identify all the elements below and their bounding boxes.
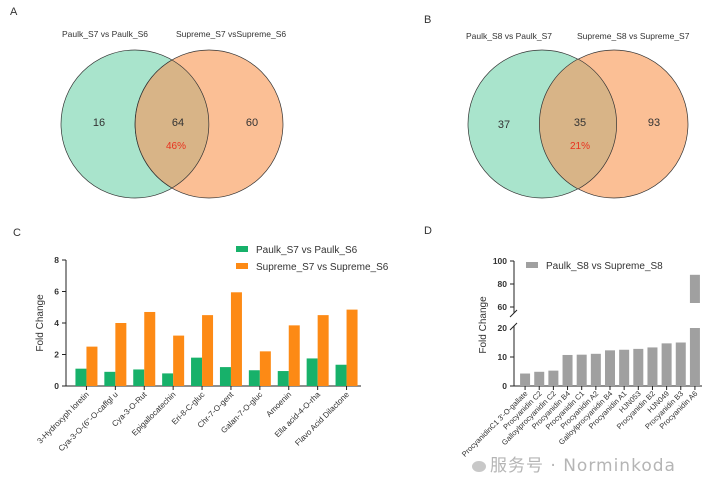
chart-c-xtick-label: Amoenin	[264, 390, 293, 419]
venn-a-overlap	[134, 59, 210, 189]
chart-d-ylabel: Fold Change	[478, 296, 489, 354]
chart-d-ytick-label: 100	[493, 256, 507, 266]
chart-c-ytick-label: 0	[54, 381, 59, 391]
chart-d-bar	[647, 347, 658, 386]
chart-d-bar	[661, 343, 672, 386]
venn-b-left-title: Paulk_S8 vs Paulk_S7	[466, 31, 552, 41]
chart-d-legend-label: Paulk_S8 vs Supreme_S8	[546, 261, 663, 272]
venn-b-right-count: 93	[648, 117, 660, 129]
chart-d-bar-lower-segment	[689, 328, 700, 386]
chart-c-bar-orange	[86, 346, 98, 386]
chart-d: Fold Change Paulk_S8 vs Supreme_S8 0 10 20…	[460, 256, 702, 459]
chart-c-bar-orange	[230, 292, 242, 386]
venn-a-intersection-count: 64	[172, 117, 184, 129]
chart-d-bar	[633, 348, 644, 386]
chart-c-ytick-label: 6	[54, 287, 59, 297]
chart-d-bar	[605, 350, 615, 386]
chart-c-bar-green	[335, 364, 347, 386]
panel-letter-b: B	[424, 14, 431, 26]
venn-b-intersection-percent: 21%	[570, 141, 590, 152]
chart-d-bar-upper-segment	[689, 274, 700, 303]
chart-c-bar-orange	[173, 335, 185, 386]
chart-c-bar-green	[75, 368, 87, 386]
chart-d-ytick-label: 0	[502, 381, 507, 391]
chart-d-ytick-label: 10	[498, 352, 508, 362]
chart-d-bar	[534, 371, 545, 386]
venn-a: Paulk_S7 vs Paulk_S6 Supreme_S7 vsSuprem…	[60, 29, 286, 199]
chart-c-legend-label-green: Paulk_S7 vs Paulk_S6	[256, 245, 358, 256]
chart-c-bar-orange	[144, 311, 156, 386]
venn-b-right-title: Supreme_S8 vs Supreme_S7	[577, 31, 690, 41]
chart-d-axis-break-mark	[509, 322, 518, 331]
chart-d-bar	[675, 342, 686, 386]
venn-a-intersection-percent: 46%	[166, 141, 186, 152]
chart-d-bar	[576, 354, 587, 386]
chart-c-bar-green	[133, 369, 145, 386]
chart-d-ytick-label: 20	[498, 323, 508, 333]
chart-c-bar-orange	[259, 351, 271, 386]
chart-c-legend-swatch-orange	[236, 263, 248, 269]
chart-c-ytick-label: 4	[54, 318, 59, 328]
chart-c-ytick-label: 2	[54, 350, 59, 360]
chart-c-legend-swatch-green	[236, 246, 248, 252]
venn-b-overlap	[539, 58, 617, 190]
venn-b-left-count: 37	[498, 119, 510, 131]
chart-c-xtick-label: Flavo Acid Dilactone	[293, 390, 351, 448]
chart-c-bar-green	[219, 367, 231, 386]
chart-d-bar	[562, 354, 573, 386]
chart-c-bar-green	[104, 371, 116, 386]
watermark-text: 服务号 · Norminkoda	[490, 456, 676, 476]
wechat-icon	[472, 460, 486, 472]
chart-c-bar-orange	[202, 315, 214, 386]
chart-d-ytick-label: 80	[498, 279, 508, 289]
chart-c-bar-green	[248, 370, 260, 386]
chart-c-bar-green	[162, 373, 174, 386]
chart-d-axis-break-mark	[509, 309, 518, 318]
venn-a-right-count: 60	[246, 117, 258, 129]
chart-c-bar-orange	[288, 325, 300, 386]
chart-d-ytick-label: 60	[498, 302, 508, 312]
venn-a-left-title: Paulk_S7 vs Paulk_S6	[62, 29, 148, 39]
chart-d-bar	[590, 353, 601, 386]
chart-d-legend-swatch	[526, 262, 538, 268]
chart-c-bar-orange	[346, 309, 358, 386]
chart-c: Fold Change Paulk_S7 vs Paulk_S6 Supreme…	[35, 245, 389, 453]
venn-a-left-count: 16	[93, 117, 105, 129]
chart-c-legend: Paulk_S7 vs Paulk_S6 Supreme_S7 vs Supre…	[236, 245, 389, 273]
chart-d-bar	[548, 370, 559, 386]
venn-a-right-title: Supreme_S7 vsSupreme_S6	[176, 29, 286, 39]
venn-b-intersection-count: 35	[574, 117, 586, 129]
chart-d-legend: Paulk_S8 vs Supreme_S8	[526, 261, 663, 272]
chart-c-bar-green	[306, 358, 318, 386]
chart-c-bar-orange	[317, 315, 329, 386]
chart-c-bar-green	[191, 357, 203, 386]
watermark: 服务号 · Norminkoda	[472, 451, 676, 476]
chart-c-ytick-label: 8	[54, 255, 59, 265]
venn-b: Paulk_S8 vs Paulk_S7 Supreme_S8 vs Supre…	[466, 31, 690, 199]
chart-d-bar	[619, 349, 630, 386]
chart-c-xtick-label: 3-Hydroxyph loretin	[35, 390, 90, 445]
panel-letter-d: D	[424, 225, 432, 237]
panel-letter-c: C	[13, 227, 21, 239]
chart-c-bar-green	[277, 371, 289, 386]
chart-c-ylabel: Fold Change	[35, 294, 46, 352]
chart-c-bar-orange	[115, 323, 127, 386]
panel-letter-a: A	[10, 6, 18, 18]
chart-c-legend-label-orange: Supreme_S7 vs Supreme_S6	[256, 262, 389, 273]
chart-d-bar	[520, 373, 531, 386]
